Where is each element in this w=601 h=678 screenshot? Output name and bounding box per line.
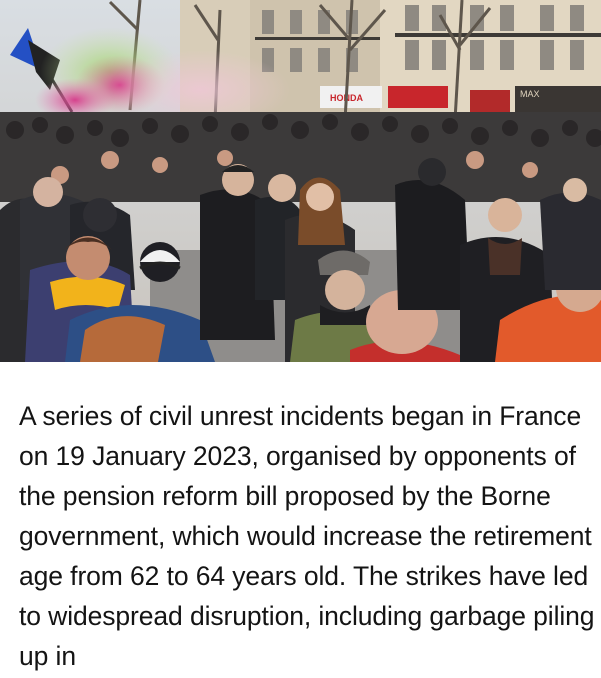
crowd-foreground	[0, 158, 601, 362]
article-paragraph: A series of civil unrest incidents began…	[19, 401, 595, 671]
buildings: HONDA MAX	[180, 0, 601, 125]
sign-max: MAX	[520, 89, 540, 99]
protest-crowd-image: HONDA MAX	[0, 0, 601, 362]
news-photo: HONDA MAX	[0, 0, 601, 362]
crowd-background	[0, 112, 601, 202]
smoke	[35, 27, 290, 130]
text-fade-overlay	[461, 634, 601, 678]
article-summary: A series of civil unrest incidents began…	[0, 362, 601, 678]
